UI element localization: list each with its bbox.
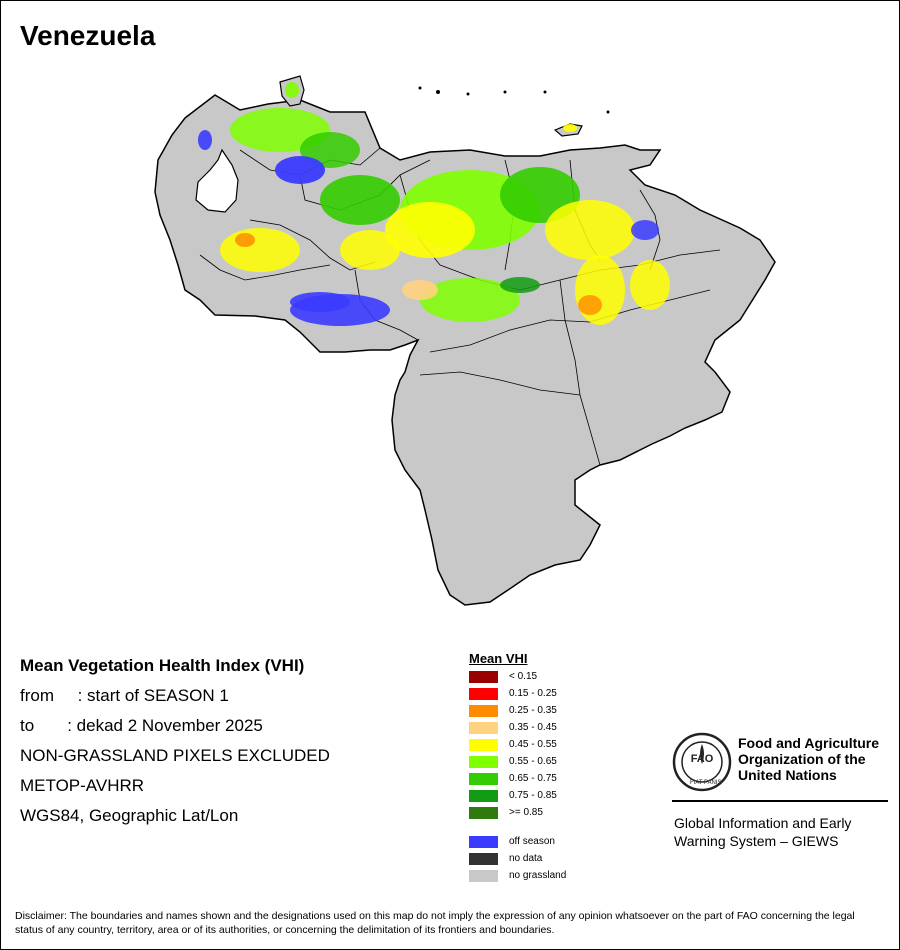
legend-swatch bbox=[469, 671, 498, 683]
fao-name: Food and Agriculture Organization of the… bbox=[738, 735, 879, 783]
giews-label: Global Information and Early Warning Sys… bbox=[674, 814, 851, 850]
fao-name-line: Organization of the bbox=[738, 751, 866, 767]
fao-name-line: United Nations bbox=[738, 767, 837, 783]
small-islands bbox=[418, 86, 610, 114]
legend-label: 0.65 - 0.75 bbox=[509, 773, 557, 784]
index-title: Mean Vegetation Health Index (VHI) bbox=[20, 656, 305, 675]
motto-left: FIAT bbox=[690, 780, 703, 786]
legend-label: 0.75 - 0.85 bbox=[509, 790, 557, 801]
projection-info: WGS84, Geographic Lat/Lon bbox=[20, 806, 239, 825]
exclusion-note: NON-GRASSLAND PIXELS EXCLUDED bbox=[20, 746, 330, 765]
legend-label: 0.55 - 0.65 bbox=[509, 756, 557, 767]
legend-title: Mean VHI bbox=[469, 651, 528, 666]
legend-label: < 0.15 bbox=[509, 671, 538, 682]
legend-swatch bbox=[469, 739, 498, 751]
vhi-map bbox=[154, 75, 776, 606]
giews-line: Global Information and Early bbox=[674, 815, 852, 831]
giews-line: Warning System – GIEWS bbox=[674, 833, 839, 849]
legend-swatch bbox=[469, 688, 498, 700]
legend-swatch bbox=[469, 773, 498, 785]
legend-label: no grassland bbox=[509, 870, 567, 881]
logo-divider bbox=[672, 800, 888, 802]
legend-label: >= 0.85 bbox=[509, 807, 543, 818]
fao-name-line: Food and Agriculture bbox=[738, 735, 880, 751]
legend-swatch bbox=[469, 705, 498, 717]
legend-swatch bbox=[469, 790, 498, 802]
lake-maracaibo bbox=[195, 148, 239, 213]
vhi-patches bbox=[198, 82, 670, 326]
legend-label: off season bbox=[509, 836, 555, 847]
disclaimer: Disclaimer: The boundaries and names sho… bbox=[15, 910, 855, 936]
period-from: from : start of SEASON 1 bbox=[20, 686, 229, 705]
legend-swatch bbox=[469, 853, 498, 865]
legend-label: 0.15 - 0.25 bbox=[509, 688, 557, 699]
fao-logo: FAO FIAT PANIS Food and Agriculture Orga… bbox=[672, 732, 879, 797]
legend-swatch bbox=[469, 870, 498, 882]
sensor-name: METOP-AVHRR bbox=[20, 776, 145, 795]
fao-emblem-icon: FAO FIAT PANIS bbox=[672, 732, 732, 792]
legend-swatch bbox=[469, 756, 498, 768]
legend-swatch bbox=[469, 836, 498, 848]
legend-label: no data bbox=[509, 853, 543, 864]
legend-swatch bbox=[469, 722, 498, 734]
legend-swatch bbox=[469, 807, 498, 819]
motto-right: PANIS bbox=[704, 780, 722, 786]
legend-label: 0.35 - 0.45 bbox=[509, 722, 557, 733]
emblem-text: FAO bbox=[691, 753, 714, 765]
period-to: to : dekad 2 November 2025 bbox=[20, 716, 263, 735]
legend-label: 0.45 - 0.55 bbox=[509, 739, 557, 750]
map-title: Venezuela bbox=[20, 20, 156, 51]
legend-label: 0.25 - 0.35 bbox=[509, 705, 557, 716]
